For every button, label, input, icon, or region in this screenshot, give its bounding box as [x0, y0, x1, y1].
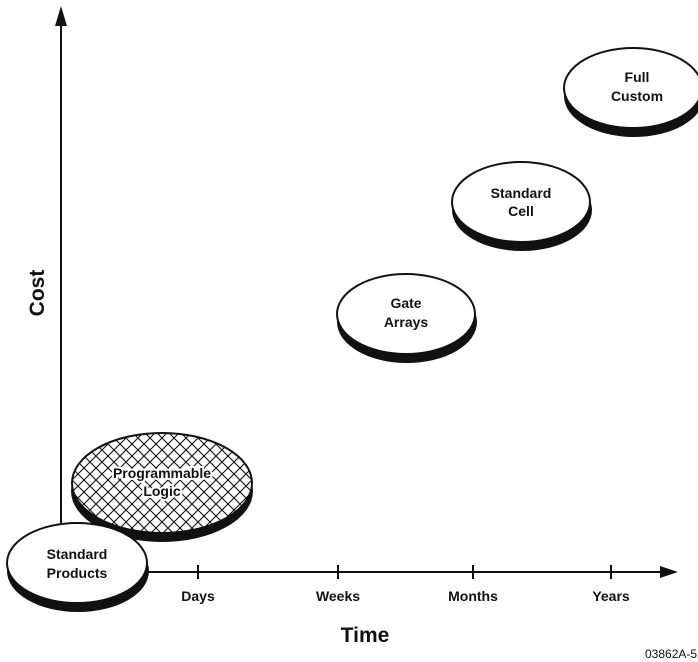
- bubble-standard-cell-line-1: Standard: [491, 185, 552, 201]
- bubble-full-custom: Full Custom: [563, 47, 698, 137]
- bubble-full-custom-line-1: Full: [625, 69, 650, 85]
- x-axis: [61, 565, 678, 579]
- x-axis-arrowhead: [660, 566, 678, 578]
- bubble-full-custom-line-2: Custom: [611, 88, 663, 104]
- bubble-gate-arrays: Gate Arrays: [336, 273, 477, 363]
- bubble-programmable-logic-line-2: Logic: [143, 483, 181, 499]
- bubble-standard-cell: Standard Cell: [451, 161, 592, 251]
- bubble-programmable-logic: Programmable Logic: [71, 432, 253, 542]
- x-tick-label-weeks: Weeks: [316, 588, 360, 604]
- x-tick-label-years: Years: [592, 588, 630, 604]
- y-axis-title: Cost: [26, 270, 49, 317]
- bubble-gate-arrays-line-1: Gate: [390, 295, 421, 311]
- x-axis-title: Time: [341, 624, 390, 647]
- bubble-standard-products-line-1: Standard: [47, 546, 108, 562]
- figure-id: 03862A-5: [645, 647, 697, 661]
- y-axis-arrowhead: [55, 6, 67, 26]
- bubble-programmable-logic-line-1: Programmable: [113, 465, 211, 481]
- x-tick-label-months: Months: [448, 588, 498, 604]
- x-tick-label-days: Days: [181, 588, 215, 604]
- bubble-standard-products-line-2: Products: [47, 565, 108, 581]
- bubble-standard-products: Standard Products: [6, 522, 149, 612]
- bubble-gate-arrays-line-2: Arrays: [384, 314, 429, 330]
- y-axis: [55, 6, 67, 572]
- bubble-standard-cell-line-2: Cell: [508, 203, 534, 219]
